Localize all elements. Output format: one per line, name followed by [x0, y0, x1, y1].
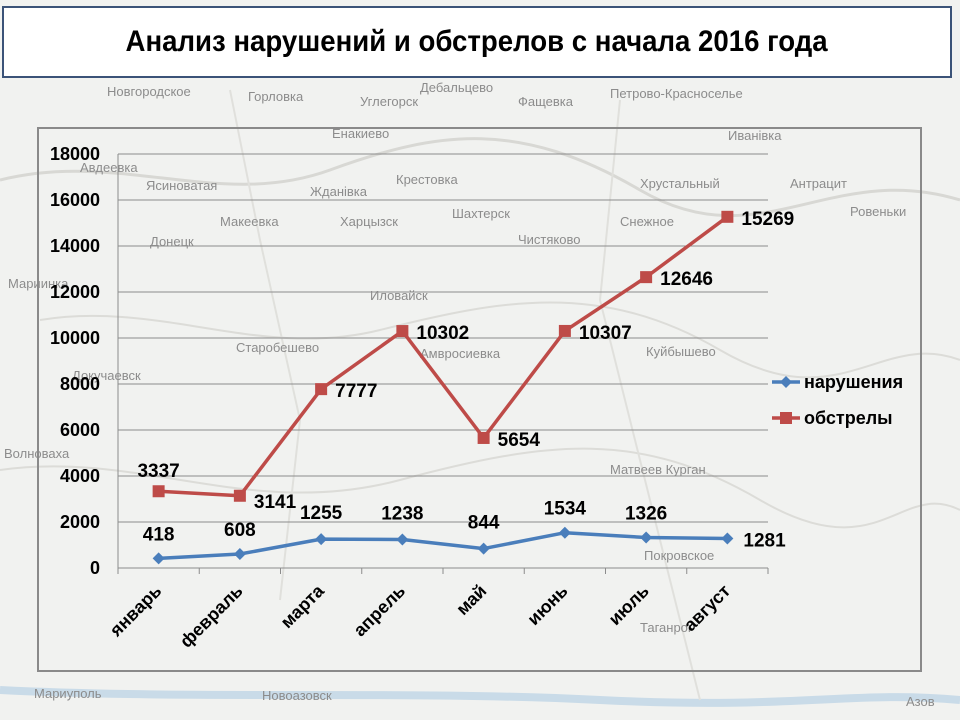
data-point — [315, 533, 328, 546]
data-label: 418 — [143, 524, 175, 545]
data-point — [558, 324, 571, 337]
data-point — [477, 542, 490, 555]
x-tick-label: марта — [277, 580, 329, 632]
data-label: 15269 — [741, 209, 794, 230]
data-label: 1326 — [625, 504, 667, 525]
data-point — [152, 485, 165, 498]
series-line — [158, 215, 729, 498]
x-tick-label: январь — [105, 581, 165, 641]
x-tick-label: июнь — [523, 581, 571, 629]
data-point — [152, 552, 165, 565]
y-tick-label: 14000 — [50, 236, 100, 256]
y-tick-label: 8000 — [60, 374, 100, 394]
map-label: Енакиево — [332, 126, 389, 141]
data-label: 1238 — [381, 504, 423, 525]
legend-marker — [780, 376, 792, 388]
legend-label: нарушения — [804, 372, 903, 392]
map-label: Куйбышево — [646, 344, 716, 359]
y-tick-label: 6000 — [60, 420, 100, 440]
y-tick-label: 18000 — [50, 144, 100, 164]
map-label: Старобешево — [236, 340, 319, 355]
data-point — [640, 531, 653, 544]
map-label: Шахтерск — [452, 206, 510, 221]
map-label: Чистяково — [518, 232, 580, 247]
data-point — [477, 431, 490, 444]
data-label: 1255 — [300, 503, 343, 524]
map-label: Азов — [906, 694, 935, 709]
x-tick-label: февраль — [176, 581, 247, 652]
map-label: Жданівка — [310, 184, 368, 199]
map-label: Углегорск — [360, 94, 418, 109]
map-label: Макеевка — [220, 214, 279, 229]
data-label: 10307 — [579, 323, 632, 344]
map-label: Докучаевск — [72, 368, 141, 383]
data-point — [558, 526, 571, 539]
data-label: 1534 — [544, 499, 587, 520]
y-tick-label: 2000 — [60, 512, 100, 532]
map-label: Крестовка — [396, 172, 458, 187]
data-point — [233, 548, 246, 561]
map-label: Мариуполь — [34, 686, 102, 701]
map-label: Новгородское — [107, 84, 191, 99]
map-label: Ясиноватая — [146, 178, 217, 193]
data-label: 7777 — [335, 381, 377, 402]
data-label: 1281 — [743, 531, 786, 552]
title-bar: Анализ нарушений и обстрелов с начала 20… — [2, 6, 952, 78]
y-tick-label: 12000 — [50, 282, 100, 302]
x-tick-label: май — [452, 581, 490, 619]
data-point — [721, 532, 734, 545]
data-point — [396, 533, 409, 546]
data-point — [721, 210, 734, 223]
map-label: Снежное — [620, 214, 674, 229]
map-label: Покровское — [644, 548, 714, 563]
data-label: 12646 — [660, 269, 713, 290]
series-line — [158, 530, 728, 561]
map-label: Хрустальный — [640, 176, 720, 191]
map-label: Волноваха — [4, 446, 70, 461]
map-label: Амвросиевка — [420, 346, 501, 361]
x-tick-label: август — [680, 581, 735, 636]
map-label: Дебальцево — [420, 80, 493, 95]
y-tick-label: 0 — [90, 558, 100, 578]
map-label: Донецк — [150, 234, 194, 249]
data-point — [315, 383, 328, 396]
map-label: Горловка — [248, 89, 304, 104]
map-label: Антрацит — [790, 176, 847, 191]
chart-frame — [37, 127, 922, 672]
data-label: 5654 — [498, 430, 541, 451]
map-label: Ровеньки — [850, 204, 906, 219]
x-tick-label: июль — [605, 581, 653, 629]
data-point — [233, 489, 246, 502]
page-title: Анализ нарушений и обстрелов с начала 20… — [125, 25, 829, 58]
data-label: 844 — [468, 513, 500, 534]
y-tick-label: 16000 — [50, 190, 100, 210]
data-label: 10302 — [416, 323, 469, 344]
map-label: Матвеев Курган — [610, 462, 706, 477]
map-label: Авдеевка — [80, 160, 138, 175]
data-label: 3141 — [254, 492, 297, 513]
map-label: Харцызск — [340, 214, 398, 229]
legend-label: обстрелы — [804, 408, 893, 428]
map-label: Таганрог — [640, 620, 693, 635]
data-point — [640, 271, 653, 284]
y-tick-label: 4000 — [60, 466, 100, 486]
data-point — [396, 325, 409, 338]
map-label: Новоазовск — [262, 688, 332, 703]
x-tick-label: апрель — [350, 581, 410, 641]
map-label: Фащевка — [518, 94, 574, 109]
data-label: 3337 — [137, 461, 179, 482]
map-label: Петрово-Красноселье — [610, 86, 743, 101]
map-label: Иванівка — [728, 128, 782, 143]
y-tick-label: 10000 — [50, 328, 100, 348]
data-label: 608 — [224, 520, 256, 541]
legend-marker — [780, 412, 792, 424]
